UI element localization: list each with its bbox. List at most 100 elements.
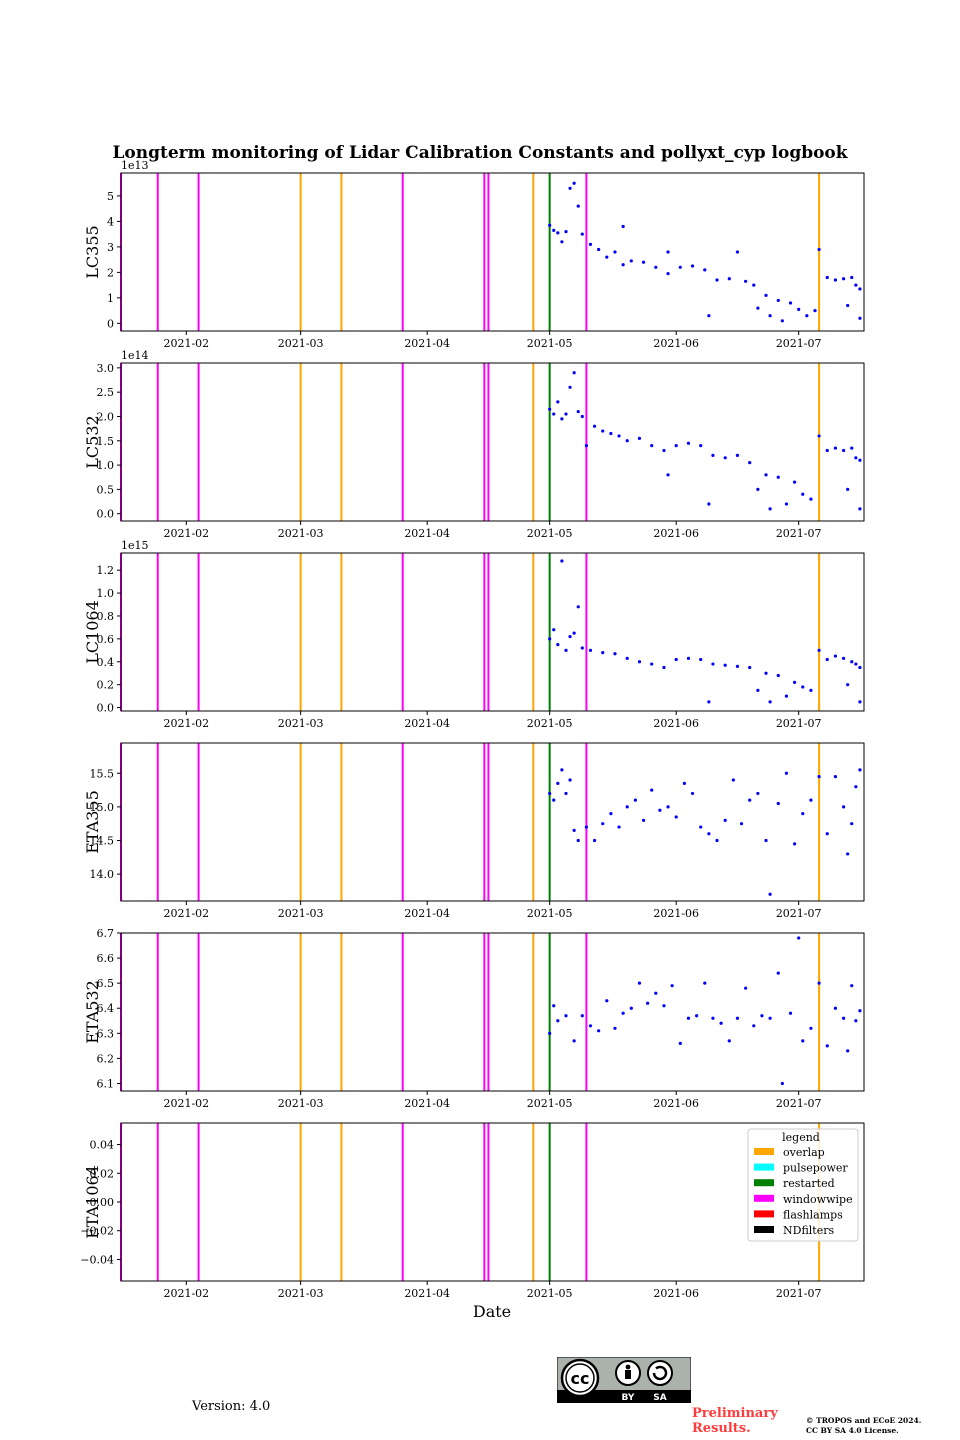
data-point xyxy=(846,1049,850,1053)
x-tick-label: 2021-02 xyxy=(163,527,209,540)
data-point xyxy=(588,648,593,652)
data-point xyxy=(841,448,846,453)
data-point xyxy=(613,250,617,254)
data-point xyxy=(784,771,789,775)
data-point xyxy=(601,822,605,826)
data-point xyxy=(637,981,642,985)
y-tick-label: 2 xyxy=(107,266,114,279)
y-axis-label: LC355 xyxy=(83,225,102,278)
data-point xyxy=(858,316,862,320)
data-point xyxy=(707,314,711,318)
y-tick-label: 6.1 xyxy=(97,1077,115,1090)
data-point xyxy=(723,818,727,822)
x-tick-label: 2021-03 xyxy=(278,337,324,350)
x-tick-label: 2021-05 xyxy=(527,717,573,730)
data-point xyxy=(621,1011,625,1015)
y-tick-label: 4 xyxy=(107,215,114,228)
data-point xyxy=(748,665,752,670)
copyright-notice: © TROPOS and ECoE 2024. CC BY SA 4.0 Lic… xyxy=(806,1416,956,1436)
y-tick-label: 1.5 xyxy=(97,435,115,448)
data-point xyxy=(613,1026,617,1030)
data-point xyxy=(715,278,719,282)
data-point xyxy=(637,660,642,664)
data-point xyxy=(817,648,821,652)
data-point xyxy=(801,811,805,816)
data-point xyxy=(560,768,564,772)
panel-eta355: 14.0 14.5 15.0 15.5 2021-02 2021-03 2021-04 202… xyxy=(83,742,865,920)
data-point xyxy=(552,1004,556,1008)
data-point xyxy=(678,265,682,269)
y-tick-label: 3.0 xyxy=(97,362,115,375)
data-point xyxy=(756,306,760,310)
y-axis-label: LC532 xyxy=(83,415,102,468)
axes-frame xyxy=(120,932,865,1092)
data-point xyxy=(674,815,678,819)
copyright-line-2: CC BY SA 4.0 License. xyxy=(806,1426,899,1435)
x-tick-label: 2021-03 xyxy=(278,907,324,920)
offset-multiplier: 1e15 xyxy=(121,539,149,552)
data-point xyxy=(735,453,740,457)
panel-lc355: 0 1 2 3 4 5 2021-02 2021-03 2021-04 2021-05 2021-0… xyxy=(83,159,865,350)
data-point xyxy=(662,448,666,453)
x-tick-label: 2021-03 xyxy=(278,717,324,730)
data-point xyxy=(686,656,691,660)
data-point xyxy=(568,778,572,782)
data-point xyxy=(850,984,854,988)
data-point xyxy=(666,272,670,276)
data-point xyxy=(699,825,703,829)
data-point xyxy=(690,264,695,268)
x-tick-label: 2021-05 xyxy=(527,337,573,350)
legend-entry-flashlamps: flashlamps xyxy=(783,1208,843,1221)
data-point xyxy=(846,303,850,308)
data-point xyxy=(854,662,858,666)
data-point xyxy=(597,1029,601,1033)
data-point xyxy=(825,657,829,662)
data-point xyxy=(768,892,772,896)
y-tick-label: 0.4 xyxy=(97,656,115,669)
data-point xyxy=(576,204,580,208)
data-point xyxy=(686,1016,691,1020)
data-point xyxy=(650,788,654,792)
data-point xyxy=(768,507,772,511)
y-tick-label: −0.02 xyxy=(80,1225,114,1238)
legend-title: legend xyxy=(782,1131,820,1144)
data-point xyxy=(776,971,780,975)
data-point xyxy=(809,1026,813,1030)
y-tick-label: 0 xyxy=(107,317,114,330)
data-point xyxy=(633,798,637,802)
data-point xyxy=(825,1044,829,1048)
data-point xyxy=(601,429,605,433)
data-point xyxy=(776,475,780,479)
data-point xyxy=(711,662,715,666)
x-tick-label: 2021-02 xyxy=(163,907,209,920)
x-tick-label: 2021-07 xyxy=(776,527,822,540)
data-point xyxy=(690,791,695,796)
data-point xyxy=(580,1014,584,1018)
data-point xyxy=(854,283,858,287)
y-tick-label: 0.00 xyxy=(90,1196,115,1209)
y-tick-label: 0.02 xyxy=(90,1167,115,1180)
data-point xyxy=(699,657,703,662)
offset-multiplier: 1e13 xyxy=(121,159,149,172)
y-tick-label: 3 xyxy=(107,241,114,254)
cc-by-sa-badge[interactable]: cc BY SA xyxy=(556,1356,692,1404)
legend-entry-restarted: restarted xyxy=(783,1177,835,1190)
y-tick-label: 15.5 xyxy=(90,767,115,780)
legend-swatch-windowwipe xyxy=(754,1194,774,1202)
data-point xyxy=(564,412,568,416)
y-tick-label: 2.5 xyxy=(97,386,115,399)
axes-frame xyxy=(120,362,865,522)
data-point xyxy=(801,685,805,689)
data-point xyxy=(637,436,642,440)
legend-box xyxy=(747,1128,859,1242)
legend-swatch-restarted xyxy=(754,1179,774,1187)
data-point xyxy=(646,1001,650,1005)
data-point xyxy=(735,1016,740,1020)
data-point xyxy=(764,838,768,843)
x-tick-label: 2021-05 xyxy=(527,1287,573,1300)
y-tick-label: −0.04 xyxy=(80,1253,114,1266)
data-point xyxy=(748,461,752,465)
data-point xyxy=(858,665,862,670)
data-point xyxy=(552,798,556,802)
data-point xyxy=(621,263,625,267)
